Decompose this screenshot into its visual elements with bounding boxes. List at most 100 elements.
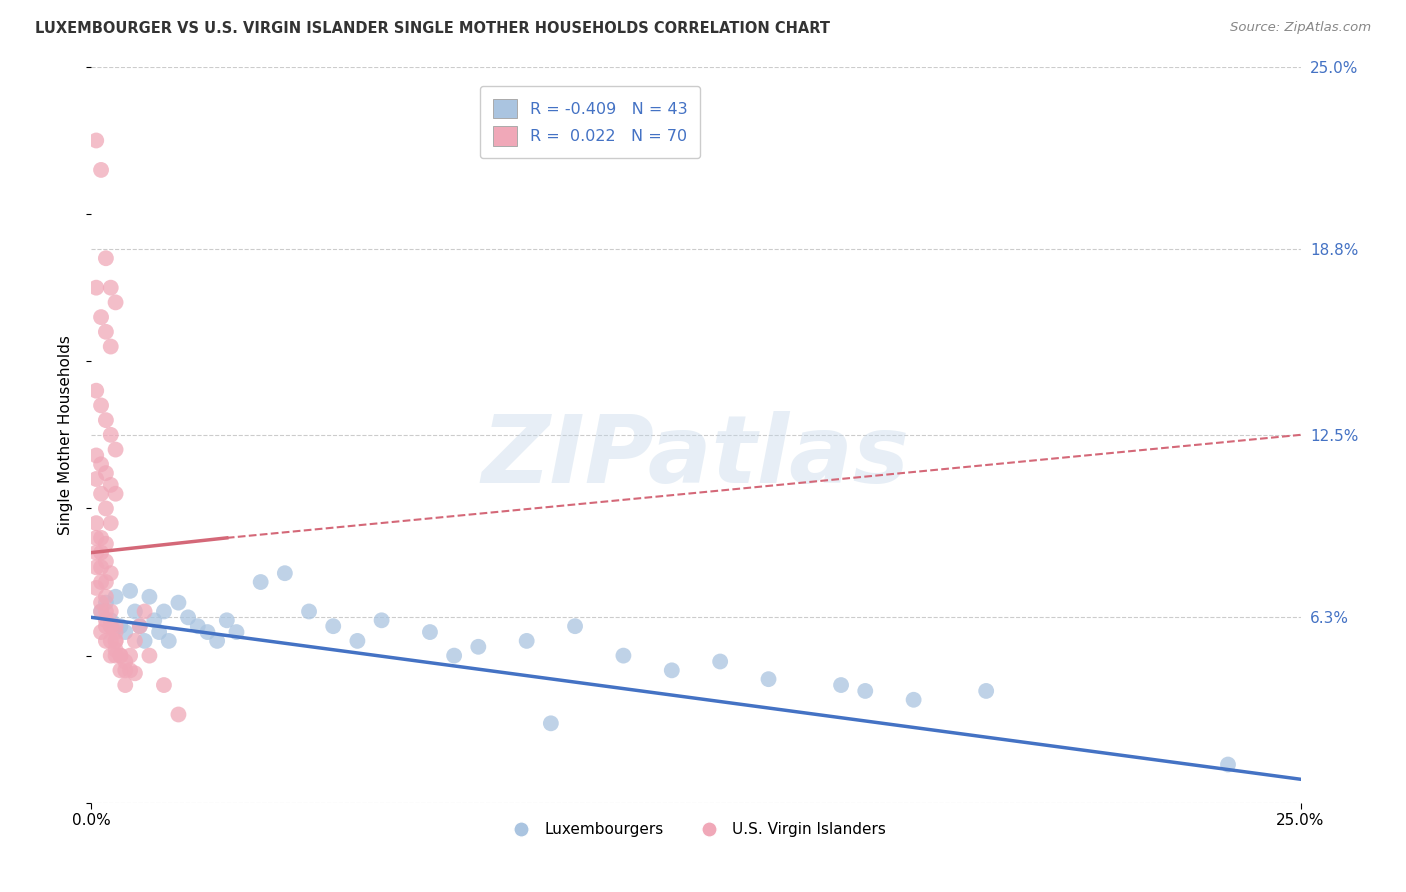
Point xyxy=(100,566,122,581)
Point xyxy=(84,516,107,530)
Point xyxy=(90,545,112,560)
Point xyxy=(104,442,127,457)
Point xyxy=(298,605,321,619)
Point xyxy=(120,583,142,598)
Point xyxy=(90,596,112,610)
Point xyxy=(94,613,117,627)
Point xyxy=(84,281,107,295)
Point xyxy=(104,648,127,663)
Point xyxy=(120,648,142,663)
Point xyxy=(90,531,112,545)
Point xyxy=(84,133,107,147)
Point xyxy=(1216,757,1239,772)
Point xyxy=(134,633,156,648)
Point xyxy=(104,487,127,501)
Point xyxy=(100,340,122,354)
Point xyxy=(100,281,122,295)
Point xyxy=(419,625,441,640)
Point xyxy=(100,516,122,530)
Point xyxy=(153,678,176,692)
Point xyxy=(94,537,117,551)
Point xyxy=(100,619,122,633)
Point xyxy=(110,664,132,678)
Point xyxy=(205,633,228,648)
Point xyxy=(94,554,117,568)
Point xyxy=(157,633,180,648)
Point xyxy=(124,633,146,648)
Point xyxy=(90,457,112,471)
Point xyxy=(104,625,127,640)
Point xyxy=(167,596,190,610)
Point xyxy=(612,648,634,663)
Point xyxy=(225,625,247,640)
Point xyxy=(143,613,166,627)
Point xyxy=(84,581,107,595)
Point xyxy=(177,610,200,624)
Point xyxy=(110,648,132,663)
Point xyxy=(94,590,117,604)
Point xyxy=(120,664,142,678)
Point xyxy=(90,605,112,619)
Point xyxy=(758,672,780,686)
Point xyxy=(90,487,112,501)
Point xyxy=(90,625,112,640)
Point xyxy=(853,684,876,698)
Point xyxy=(138,590,160,604)
Point xyxy=(84,560,107,574)
Point xyxy=(94,325,117,339)
Text: ZIPatlas: ZIPatlas xyxy=(482,411,910,503)
Point xyxy=(94,633,117,648)
Point xyxy=(114,664,136,678)
Point xyxy=(100,648,122,663)
Point xyxy=(153,605,176,619)
Point xyxy=(124,666,146,681)
Point xyxy=(94,466,117,480)
Point xyxy=(100,605,122,619)
Point xyxy=(167,707,190,722)
Text: LUXEMBOURGER VS U.S. VIRGIN ISLANDER SINGLE MOTHER HOUSEHOLDS CORRELATION CHART: LUXEMBOURGER VS U.S. VIRGIN ISLANDER SIN… xyxy=(35,21,830,36)
Point xyxy=(84,472,107,486)
Point xyxy=(100,427,122,442)
Point xyxy=(322,619,344,633)
Point xyxy=(197,625,219,640)
Point xyxy=(104,619,127,633)
Point xyxy=(84,545,107,560)
Point xyxy=(443,648,465,663)
Point xyxy=(114,678,136,692)
Point xyxy=(104,590,127,604)
Point xyxy=(100,478,122,492)
Point xyxy=(134,605,156,619)
Point xyxy=(370,613,392,627)
Y-axis label: Single Mother Households: Single Mother Households xyxy=(58,334,73,535)
Point xyxy=(90,398,112,412)
Point xyxy=(249,575,271,590)
Point xyxy=(84,449,107,463)
Point xyxy=(467,640,489,654)
Point xyxy=(90,310,112,325)
Point xyxy=(830,678,852,692)
Point xyxy=(274,566,297,581)
Point xyxy=(94,501,117,516)
Point xyxy=(100,613,122,627)
Point xyxy=(94,596,117,610)
Point xyxy=(187,619,209,633)
Point xyxy=(104,633,127,648)
Point xyxy=(104,295,127,310)
Point xyxy=(110,619,132,633)
Point xyxy=(540,716,562,731)
Point xyxy=(94,252,117,266)
Point xyxy=(974,684,997,698)
Point xyxy=(104,633,127,648)
Point xyxy=(114,655,136,669)
Point xyxy=(100,633,122,648)
Point xyxy=(114,625,136,640)
Point xyxy=(148,625,170,640)
Point xyxy=(94,413,117,427)
Point xyxy=(84,531,107,545)
Point xyxy=(104,642,127,657)
Point xyxy=(128,619,150,633)
Point xyxy=(90,605,112,619)
Point xyxy=(709,655,731,669)
Point xyxy=(94,619,117,633)
Point xyxy=(128,619,150,633)
